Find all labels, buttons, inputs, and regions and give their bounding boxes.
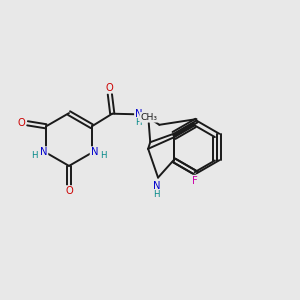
Text: O: O <box>17 118 25 128</box>
Text: N: N <box>135 109 142 119</box>
Text: N: N <box>91 147 98 157</box>
Text: CH₃: CH₃ <box>140 113 157 122</box>
Text: N: N <box>40 147 47 157</box>
Text: N: N <box>153 181 160 191</box>
Text: O: O <box>65 186 73 196</box>
Text: H: H <box>32 151 38 160</box>
Text: H: H <box>135 118 142 127</box>
Text: O: O <box>105 82 113 93</box>
Text: F: F <box>192 176 197 186</box>
Text: H: H <box>100 151 106 160</box>
Text: H: H <box>153 190 160 199</box>
